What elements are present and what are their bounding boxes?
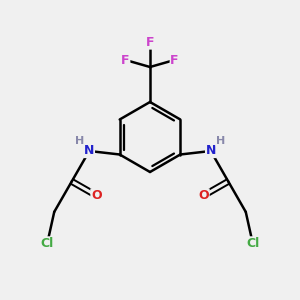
Text: F: F — [170, 53, 179, 67]
Text: N: N — [84, 145, 94, 158]
Text: N: N — [206, 145, 216, 158]
Text: H: H — [216, 136, 225, 146]
Text: O: O — [198, 189, 209, 202]
Text: Cl: Cl — [246, 237, 260, 250]
Text: F: F — [121, 53, 130, 67]
Text: Cl: Cl — [40, 237, 54, 250]
Text: H: H — [75, 136, 84, 146]
Text: F: F — [146, 36, 154, 49]
Text: O: O — [91, 189, 102, 202]
